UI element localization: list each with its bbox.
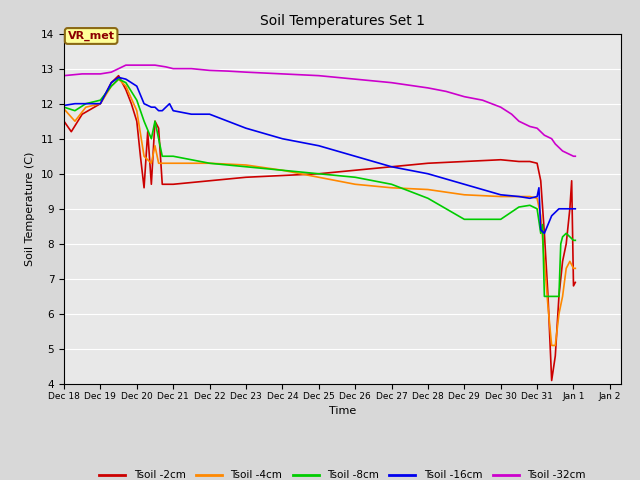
X-axis label: Time: Time	[329, 406, 356, 416]
Text: VR_met: VR_met	[68, 31, 115, 41]
Title: Soil Temperatures Set 1: Soil Temperatures Set 1	[260, 14, 425, 28]
Legend: Tsoil -2cm, Tsoil -4cm, Tsoil -8cm, Tsoil -16cm, Tsoil -32cm: Tsoil -2cm, Tsoil -4cm, Tsoil -8cm, Tsoi…	[95, 466, 589, 480]
Y-axis label: Soil Temperature (C): Soil Temperature (C)	[26, 152, 35, 266]
